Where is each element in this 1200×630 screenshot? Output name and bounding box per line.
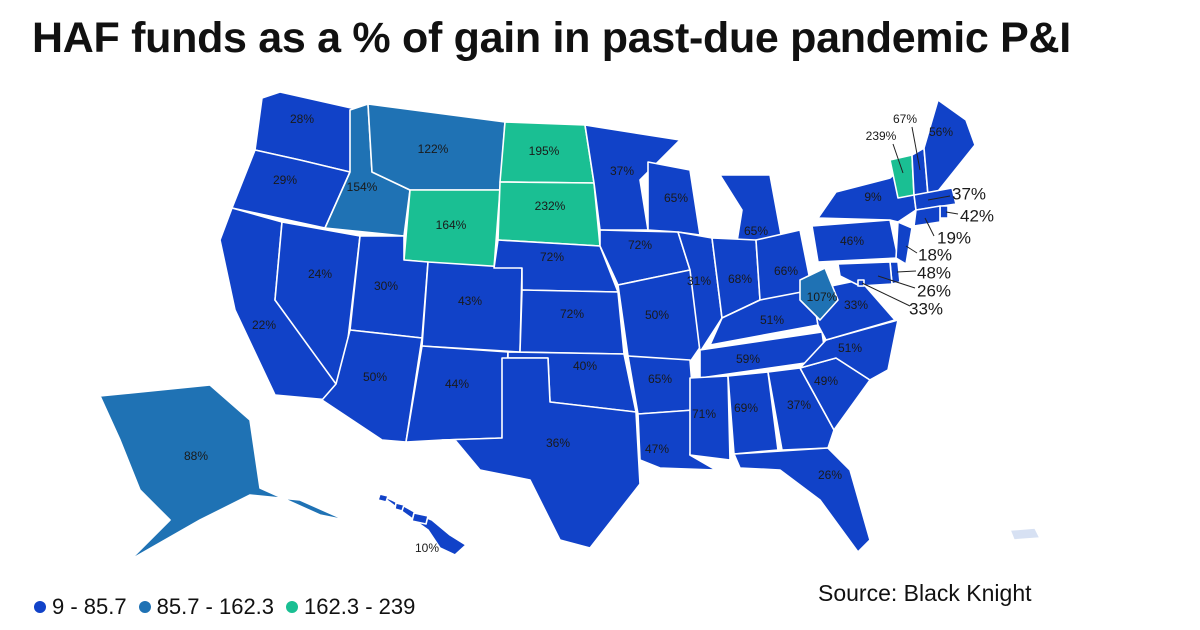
value-label-hi: 10% (415, 541, 439, 555)
value-label-nv: 24% (308, 267, 332, 281)
state-ct (913, 205, 941, 227)
state-hi-island (377, 493, 389, 503)
state-il (677, 231, 723, 353)
state-ak (99, 384, 346, 561)
leader-lines (861, 126, 959, 307)
page-title: HAF funds as a % of gain in past-due pan… (32, 14, 1071, 62)
leader-line-md (877, 275, 916, 289)
value-label-va: 33% (844, 298, 868, 312)
legend-item-high: 162.3 - 239 (286, 594, 415, 620)
legend-dot-mid (138, 601, 151, 613)
state-nm (405, 345, 509, 443)
source-note: Source: Black Knight (818, 580, 1032, 606)
value-label-tn: 59% (736, 352, 760, 366)
legend-item-mid: 85.7 - 162.3 (138, 594, 275, 620)
state-nj (895, 221, 913, 265)
state-md (837, 261, 893, 287)
value-label-ga: 37% (787, 398, 811, 412)
value-label-mi: 65% (744, 224, 768, 238)
leader-line-ct (924, 217, 935, 237)
value-label-la: 47% (645, 442, 669, 456)
value-label-oh: 66% (774, 264, 798, 278)
state-tx (441, 357, 641, 549)
value-label-wi: 65% (664, 191, 688, 205)
value-label-in: 68% (728, 272, 752, 286)
leader-line-ri (945, 211, 959, 215)
value-label-al: 69% (734, 401, 758, 415)
state-ms (689, 375, 731, 461)
value-label-mt: 122% (418, 142, 449, 156)
state-me (923, 99, 976, 196)
value-label-nm: 44% (445, 377, 469, 391)
value-label-il: 31% (687, 274, 711, 288)
value-label-mo: 50% (645, 308, 669, 322)
value-label-ia: 72% (628, 238, 652, 252)
value-label-ca: 22% (252, 318, 276, 332)
value-label-de: 48% (917, 263, 951, 282)
value-label-id: 154% (347, 180, 378, 194)
value-label-ok: 40% (573, 359, 597, 373)
value-label-ak: 88% (184, 449, 208, 463)
state-al (727, 371, 779, 455)
leader-line-ma (927, 195, 951, 201)
legend-label-mid: 85.7 - 162.3 (156, 594, 275, 619)
value-label-nj: 18% (918, 245, 952, 264)
leader-line-nh (911, 126, 921, 171)
value-label-ar: 65% (648, 372, 672, 386)
state-sd (497, 181, 601, 247)
legend-dot-high (286, 601, 299, 613)
value-labels: 28% 29% 22% 24% 154% 122% 164% 30% 50% 43% 44% 195%… (184, 112, 994, 555)
value-label-wv: 107% (807, 290, 838, 304)
value-label-nh: 67% (893, 112, 917, 126)
territory-pr (1009, 527, 1041, 541)
value-label-or: 29% (273, 173, 297, 187)
value-label-vt: 239% (866, 129, 897, 143)
value-label-ut: 30% (374, 279, 398, 293)
value-label-co: 43% (458, 294, 482, 308)
leader-line-de (896, 270, 917, 273)
value-label-me: 56% (929, 125, 953, 139)
states-layer (99, 91, 1041, 561)
value-label-ks: 72% (560, 307, 584, 321)
state-wv (799, 267, 839, 321)
value-label-nd: 195% (529, 144, 560, 158)
value-label-az: 50% (363, 370, 387, 384)
value-label-ma: 37% (952, 184, 986, 203)
value-label-nc: 51% (838, 341, 862, 355)
state-fl (733, 447, 871, 553)
state-dc (857, 279, 865, 287)
value-label-wa: 28% (290, 112, 314, 126)
legend-item-low: 9 - 85.7 (34, 594, 127, 620)
value-label-ms: 71% (692, 407, 716, 421)
leader-line-dc (861, 282, 911, 307)
leader-line-nj (905, 245, 918, 254)
value-label-fl: 26% (818, 468, 842, 482)
value-label-ky: 51% (760, 313, 784, 327)
value-label-ne: 72% (540, 250, 564, 264)
legend-label-high: 162.3 - 239 (304, 594, 416, 619)
value-label-sd: 232% (535, 199, 566, 213)
value-label-tx: 36% (546, 436, 570, 450)
value-label-md: 26% (917, 281, 951, 300)
value-label-ct: 19% (937, 228, 971, 247)
state-ks (519, 289, 625, 355)
value-label-pa: 46% (840, 234, 864, 248)
legend-label-low: 9 - 85.7 (52, 594, 127, 619)
legend: 9 - 85.7 85.7 - 162.3 162.3 - 239 (34, 594, 415, 620)
leader-line-vt (892, 143, 904, 174)
value-label-wy: 164% (436, 218, 467, 232)
value-label-mn: 37% (610, 164, 634, 178)
value-label-ny: 9% (864, 190, 882, 204)
legend-dot-low (34, 601, 46, 613)
value-label-dc: 33% (909, 299, 943, 318)
state-ga (767, 367, 835, 451)
value-label-sc: 49% (814, 374, 838, 388)
state-hi-island (394, 502, 405, 512)
state-hi-island (411, 512, 429, 525)
value-label-ri: 42% (960, 206, 994, 225)
